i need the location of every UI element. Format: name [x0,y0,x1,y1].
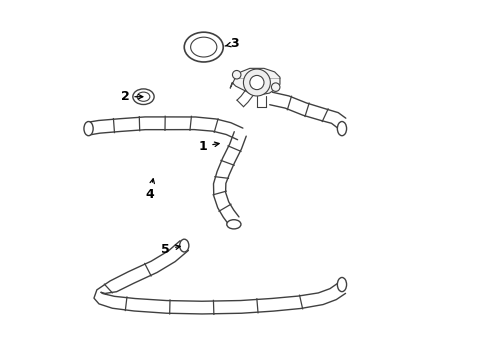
Ellipse shape [190,37,216,57]
Ellipse shape [84,122,93,136]
Text: 4: 4 [145,179,154,201]
Ellipse shape [226,220,241,229]
Ellipse shape [137,92,149,101]
Circle shape [249,76,264,90]
Text: 2: 2 [121,90,142,103]
Ellipse shape [337,278,346,292]
Polygon shape [230,68,279,95]
Text: 5: 5 [161,243,180,256]
Ellipse shape [133,89,154,104]
Ellipse shape [337,122,346,136]
Circle shape [232,71,241,79]
Text: 3: 3 [224,37,239,50]
Circle shape [243,69,270,96]
Ellipse shape [184,32,223,62]
Ellipse shape [179,239,188,252]
Text: 1: 1 [198,140,219,153]
Circle shape [271,83,279,91]
